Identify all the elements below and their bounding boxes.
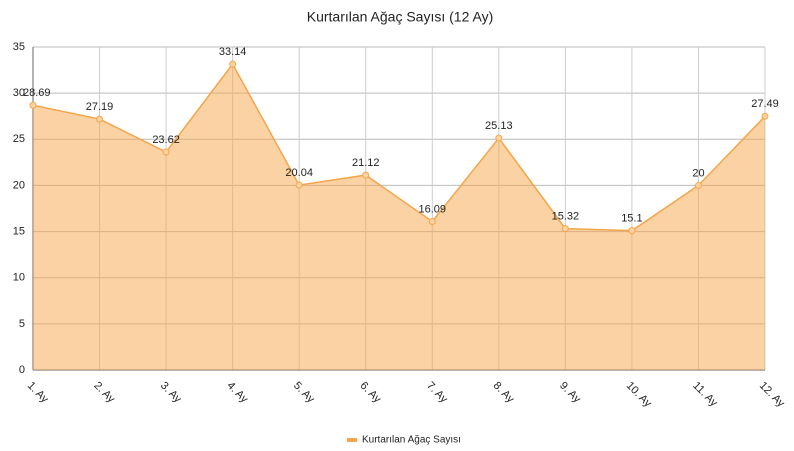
y-tick-label: 5 — [19, 318, 25, 330]
point — [628, 227, 636, 235]
point — [428, 218, 436, 226]
value-label: 15.1 — [621, 213, 642, 225]
area — [33, 64, 765, 370]
x-tick-label: 6. Ay — [358, 380, 384, 406]
y-tick-label: 35 — [13, 41, 25, 53]
y-tick-label: 15 — [13, 225, 25, 237]
x-tick-label: 5. Ay — [291, 380, 317, 406]
value-label: 23.62 — [152, 134, 180, 146]
value-label: 27.19 — [86, 101, 114, 113]
legend-label: Kurtarılan Ağaç Sayısı — [362, 435, 461, 446]
x-tick-label: 12. Ay — [757, 380, 787, 410]
point — [362, 171, 370, 179]
point — [96, 115, 104, 123]
value-label: 27.49 — [751, 98, 779, 110]
x-tick-label: 11. Ay — [690, 380, 720, 410]
point — [694, 181, 702, 189]
x-tick-label: 10. Ay — [624, 380, 654, 410]
value-label: 20 — [692, 167, 704, 179]
value-label: 15.32 — [552, 211, 580, 223]
value-label: 33.14 — [219, 46, 247, 58]
point — [761, 112, 769, 120]
x-tick-label: 8. Ay — [491, 380, 517, 406]
y-tick-label: 25 — [13, 133, 25, 145]
value-label: 28.69 — [23, 87, 51, 99]
chart-title: Kurtarılan Ağaç Sayısı (12 Ay) — [307, 9, 494, 25]
line — [32, 62, 766, 232]
value-label: 16.09 — [419, 203, 447, 215]
x-tick-label: 2. Ay — [91, 380, 117, 406]
point — [495, 134, 503, 142]
point — [561, 225, 569, 233]
x-tick-label: 1. Ay — [25, 380, 51, 406]
x-tick-label: 3. Ay — [158, 380, 184, 406]
point — [162, 148, 170, 156]
x-tick-label: 4. Ay — [224, 380, 250, 406]
y-tick-label: 20 — [13, 179, 25, 191]
y-tick-label: 10 — [13, 272, 25, 284]
x-tick-label: 7. Ay — [424, 380, 450, 406]
value-label: 21.12 — [352, 157, 380, 169]
value-label: 20.04 — [285, 167, 313, 179]
point — [29, 101, 37, 109]
point — [229, 60, 237, 68]
point — [295, 181, 303, 189]
y-tick-label: 30 — [13, 87, 25, 99]
y-tick-label: 0 — [19, 364, 25, 376]
legend-swatch — [347, 438, 357, 442]
value-label: 25.13 — [485, 120, 513, 132]
x-tick-label: 9. Ay — [557, 380, 583, 406]
